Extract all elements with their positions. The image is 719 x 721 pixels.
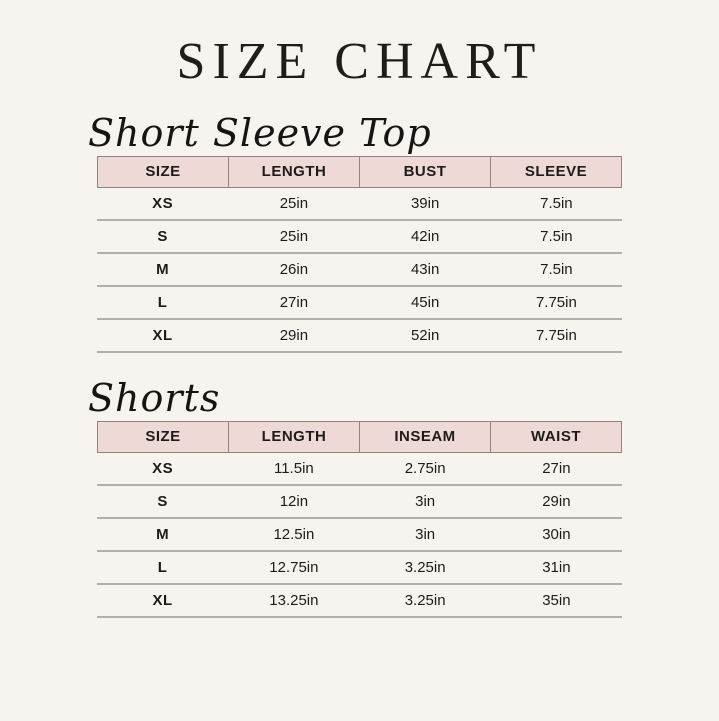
header-cell-waist: WAIST	[531, 428, 581, 446]
cell-sleeve: 7.75in	[535, 293, 577, 311]
header-cell-bust: BUST	[360, 156, 491, 187]
cell-size: M	[156, 525, 170, 543]
cell-length: 25in	[279, 194, 309, 212]
cell-length: 12.5in	[273, 525, 315, 543]
cell-size: S	[157, 227, 168, 245]
section-shorts: Shorts SIZE LENGTH INSEAM WAIST XS 11.5i…	[88, 378, 622, 618]
table-row: L 12.75in 3.25in 31in	[97, 552, 622, 585]
table-row: M 12.5in 3in 30in	[97, 519, 622, 552]
table-row: XS 11.5in 2.75in 27in	[97, 453, 622, 486]
table-header-row: SIZE LENGTH INSEAM WAIST	[97, 420, 622, 453]
cell-length: 26in	[279, 260, 309, 278]
page-title: SIZE CHART	[176, 33, 543, 90]
cell-length: 13.25in	[269, 591, 319, 609]
cell-length: 29in	[279, 326, 309, 344]
table-row: S 12in 3in 29in	[97, 486, 622, 519]
cell-inseam: 3in	[415, 525, 436, 543]
cell-size: L	[157, 558, 168, 576]
cell-bust: 52in	[410, 326, 440, 344]
cell-waist: 27in	[542, 459, 571, 477]
header-cell-length: LENGTH	[229, 421, 360, 452]
cell-bust: 39in	[410, 194, 440, 212]
cell-size: XS	[152, 459, 174, 477]
cell-inseam: 3in	[415, 492, 436, 510]
header-cell-size: SIZE	[98, 156, 229, 187]
cell-size: S	[157, 492, 168, 510]
cell-inseam: 3.25in	[404, 558, 446, 576]
cell-waist: 29in	[542, 492, 571, 510]
cell-length: 11.5in	[273, 459, 314, 477]
cell-inseam: 2.75in	[404, 459, 446, 477]
cell-length: 12.75in	[269, 558, 319, 576]
section-heading-short-sleeve-top: Short Sleeve Top	[88, 111, 432, 155]
table-header-row: SIZE LENGTH BUST SLEEVE	[97, 155, 622, 188]
size-table-short-sleeve-top: SIZE LENGTH BUST SLEEVE XS 25in 39in 7.5…	[97, 155, 622, 353]
cell-length: 12in	[279, 492, 309, 510]
header-cell-inseam: INSEAM	[360, 421, 491, 452]
table-row: XS 25in 39in 7.5in	[97, 188, 622, 221]
cell-waist: 30in	[542, 525, 571, 543]
cell-waist: 31in	[542, 558, 571, 576]
cell-waist: 35in	[542, 591, 571, 609]
table-row: XL 29in 52in 7.75in	[97, 320, 622, 353]
cell-size: L	[157, 293, 168, 311]
table-row: S 25in 42in 7.5in	[97, 221, 622, 254]
cell-size: M	[156, 260, 170, 278]
cell-bust: 42in	[410, 227, 440, 245]
cell-inseam: 3.25in	[404, 591, 446, 609]
cell-length: 27in	[279, 293, 309, 311]
table-row: L 27in 45in 7.75in	[97, 287, 622, 320]
cell-bust: 43in	[410, 260, 440, 278]
table-body: XS 11.5in 2.75in 27in S 12in 3in 29in M …	[97, 453, 622, 618]
cell-length: 25in	[279, 227, 309, 245]
cell-sleeve: 7.75in	[535, 326, 577, 344]
cell-size: XL	[152, 591, 173, 609]
table-row: M 26in 43in 7.5in	[97, 254, 622, 287]
section-heading-shorts: Shorts	[88, 375, 221, 420]
cell-sleeve: 7.5in	[540, 194, 573, 212]
header-cell-sleeve: SLEEVE	[524, 163, 588, 181]
size-table-shorts: SIZE LENGTH INSEAM WAIST XS 11.5in 2.75i…	[97, 420, 622, 618]
cell-bust: 45in	[410, 293, 440, 311]
header-cell-size: SIZE	[98, 421, 229, 452]
table-row: XL 13.25in 3.25in 35in	[97, 585, 622, 618]
cell-size: XS	[152, 194, 174, 212]
cell-sleeve: 7.5in	[540, 227, 573, 245]
section-short-sleeve-top: Short Sleeve Top SIZE LENGTH BUST SLEEVE…	[88, 113, 622, 353]
cell-size: XL	[152, 326, 173, 344]
table-body: XS 25in 39in 7.5in S 25in 42in 7.5in M 2…	[97, 188, 622, 353]
cell-sleeve: 7.5in	[540, 260, 573, 278]
header-cell-length: LENGTH	[229, 156, 360, 187]
